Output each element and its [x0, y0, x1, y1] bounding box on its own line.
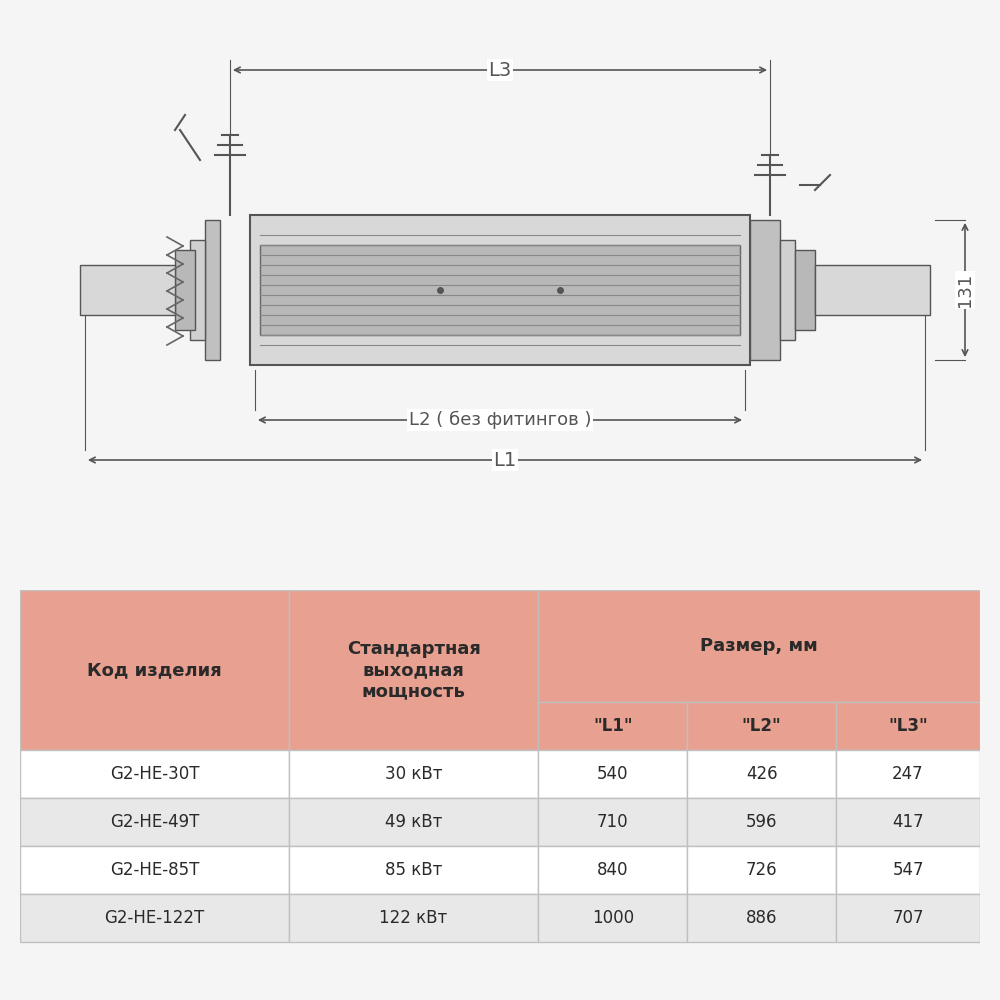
Text: L2 ( без фитингов ): L2 ( без фитингов ): [409, 411, 591, 429]
Bar: [20, 750, 289, 798]
Bar: [538, 894, 687, 942]
Text: "L3": "L3": [888, 717, 928, 735]
Text: 1000: 1000: [592, 909, 634, 927]
Bar: [289, 846, 538, 894]
Bar: [175, 250, 195, 330]
Text: G2-HE-122T: G2-HE-122T: [104, 909, 205, 927]
Bar: [538, 702, 687, 750]
Text: 840: 840: [597, 861, 629, 879]
Text: Размер, мм: Размер, мм: [700, 637, 818, 655]
Text: G2-HE-85T: G2-HE-85T: [110, 861, 199, 879]
Bar: [836, 750, 980, 798]
Bar: [815, 265, 930, 315]
Bar: [289, 750, 538, 798]
Text: 707: 707: [892, 909, 924, 927]
Text: 131: 131: [956, 273, 974, 307]
Text: 596: 596: [746, 813, 777, 831]
Bar: [80, 265, 175, 315]
Bar: [289, 798, 538, 846]
Bar: [836, 702, 980, 750]
Bar: [205, 220, 220, 360]
Text: 710: 710: [597, 813, 629, 831]
Bar: [836, 846, 980, 894]
Text: G2-HE-49T: G2-HE-49T: [110, 813, 199, 831]
Bar: [687, 846, 836, 894]
Bar: [20, 590, 289, 750]
Text: 726: 726: [746, 861, 777, 879]
Text: G2-HE-30T: G2-HE-30T: [110, 765, 199, 783]
Bar: [20, 798, 289, 846]
Text: 886: 886: [746, 909, 777, 927]
Text: L1: L1: [493, 450, 517, 470]
Text: 547: 547: [892, 861, 924, 879]
Bar: [836, 894, 980, 942]
Bar: [538, 750, 687, 798]
Bar: [289, 590, 538, 750]
Bar: [836, 798, 980, 846]
Bar: [289, 894, 538, 942]
Bar: [687, 702, 836, 750]
Text: L3: L3: [488, 60, 512, 80]
Text: Стандартная
выходная
мощность: Стандартная выходная мощность: [347, 640, 481, 700]
Bar: [538, 798, 687, 846]
Bar: [538, 846, 687, 894]
Bar: [795, 250, 815, 330]
Text: "L2": "L2": [742, 717, 781, 735]
Bar: [687, 750, 836, 798]
Bar: [190, 240, 205, 340]
Bar: [250, 215, 750, 365]
Bar: [20, 894, 289, 942]
Bar: [687, 798, 836, 846]
Text: 540: 540: [597, 765, 629, 783]
Text: 30 кВт: 30 кВт: [385, 765, 442, 783]
Bar: [780, 240, 795, 340]
Text: Код изделия: Код изделия: [87, 661, 222, 679]
Text: 122 кВт: 122 кВт: [379, 909, 448, 927]
Bar: [260, 245, 740, 335]
Text: 49 кВт: 49 кВт: [385, 813, 442, 831]
Bar: [20, 846, 289, 894]
Text: 417: 417: [892, 813, 924, 831]
Text: 247: 247: [892, 765, 924, 783]
Text: 85 кВт: 85 кВт: [385, 861, 442, 879]
Text: 426: 426: [746, 765, 777, 783]
Text: "L1": "L1": [593, 717, 633, 735]
Bar: [538, 590, 980, 702]
Bar: [687, 894, 836, 942]
Bar: [750, 220, 780, 360]
